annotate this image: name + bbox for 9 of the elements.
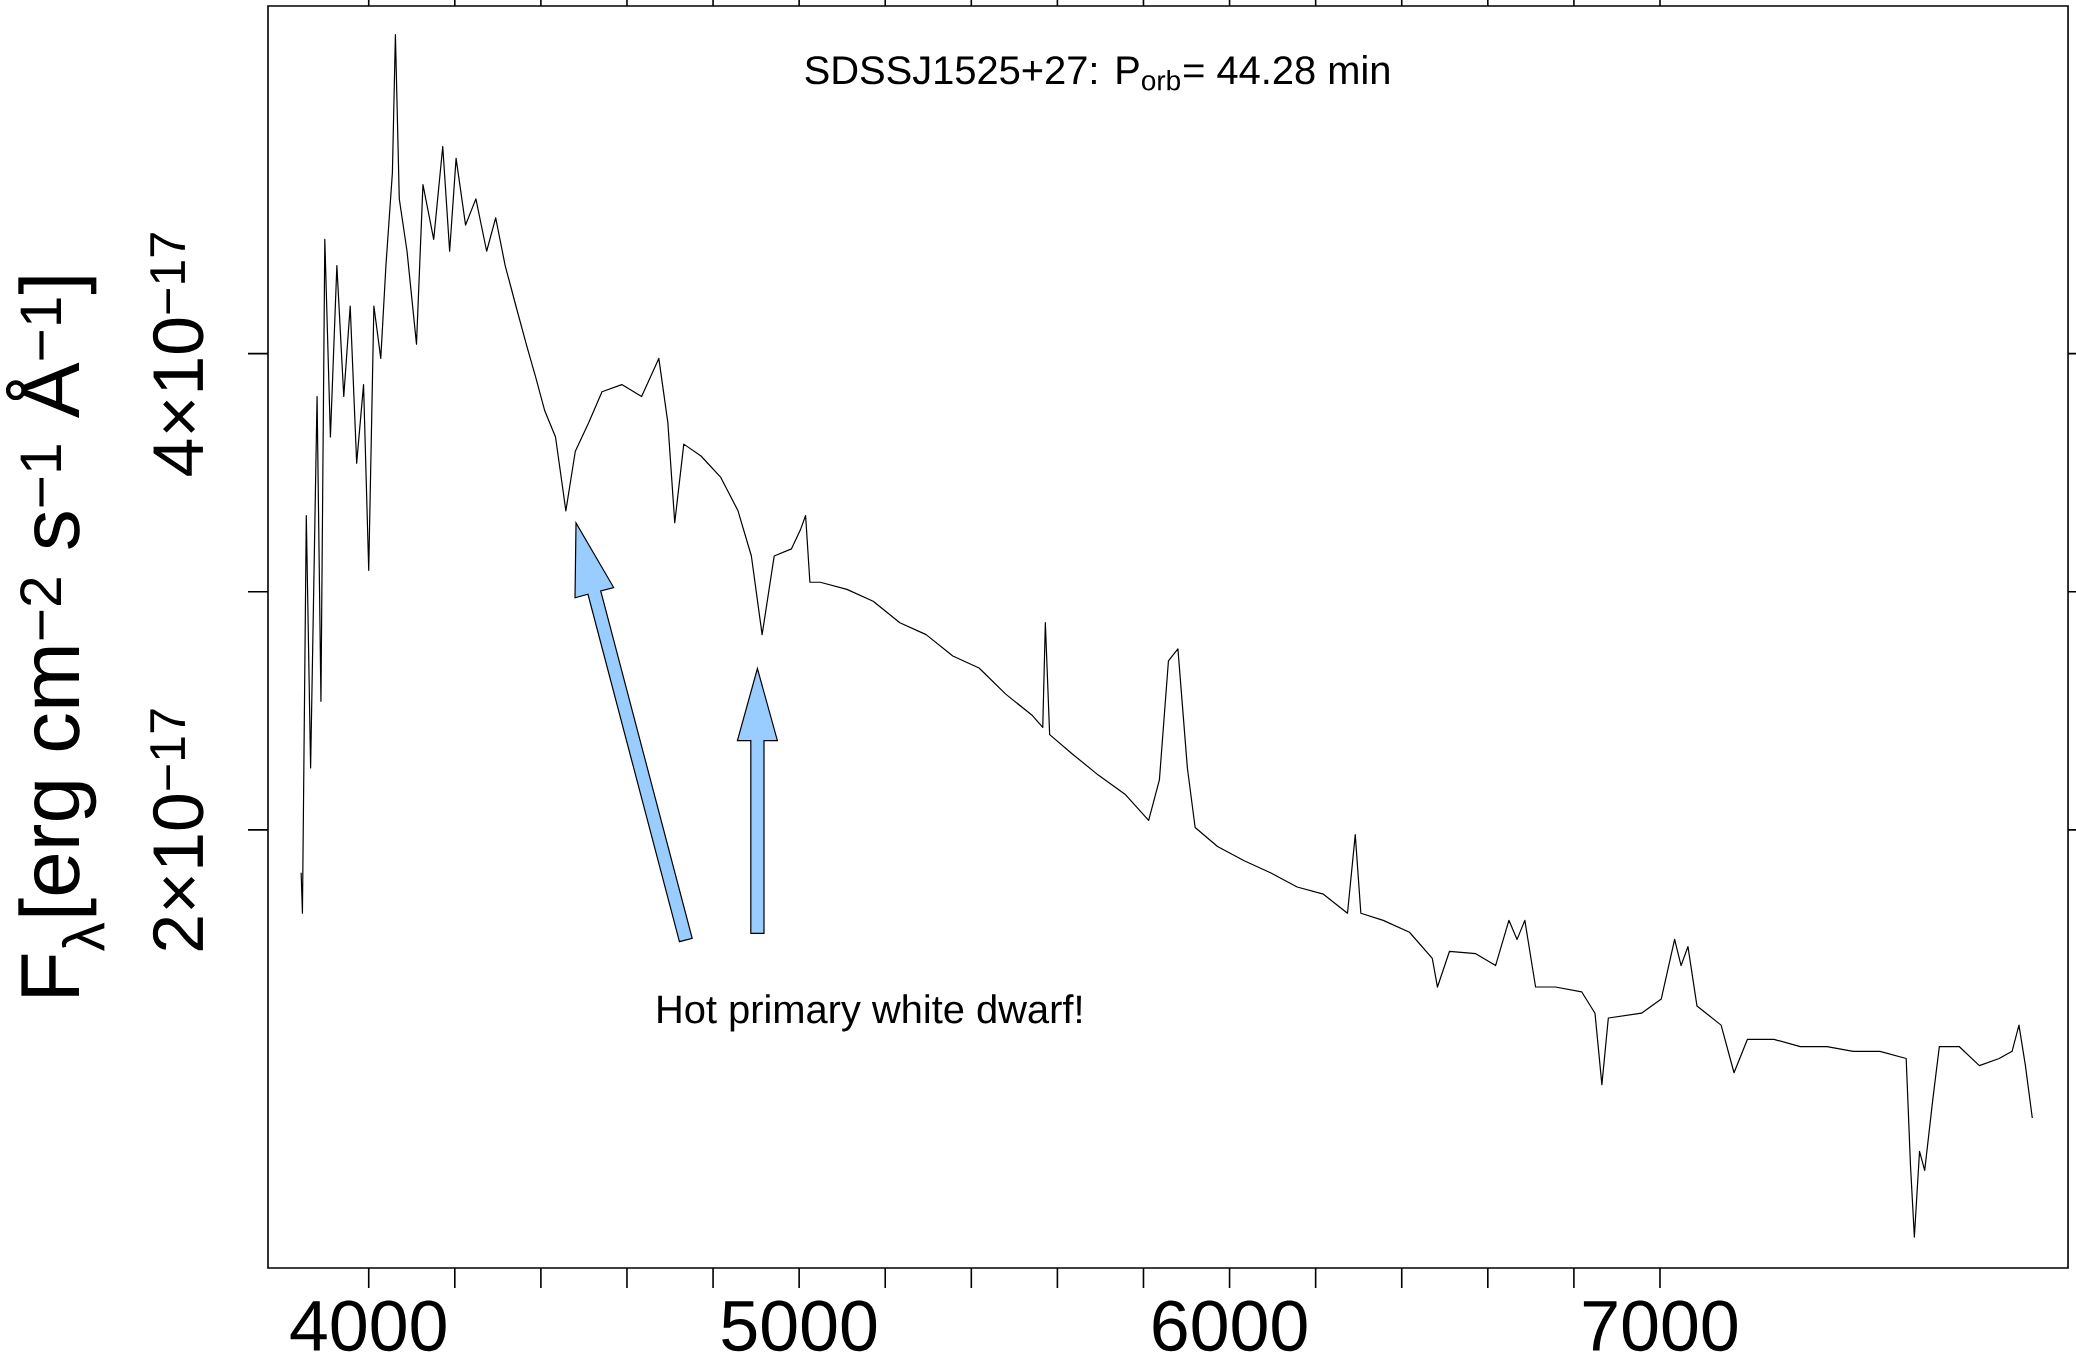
annotation: Hot primary white dwarf! xyxy=(658,994,1081,1032)
text: SDSSJ1525+27: P$_{orb}$= 44.28 min xyxy=(805,55,1389,91)
text: F$_{λ}$[erg cm$^{−2}$ s$^{−1}$ Å$^{−1}$] xyxy=(5,277,105,996)
y-tick-label: 2×10$^{−17}$ xyxy=(150,709,204,951)
x-tick-label: 5000 xyxy=(722,1300,877,1352)
x-tick-label: 7000 xyxy=(1583,1300,1737,1352)
x-tick-label: 6000 xyxy=(1153,1300,1307,1352)
x-tick-label: 4000 xyxy=(290,1300,446,1352)
y-tick-label: 4×10$^{−17}$ xyxy=(150,233,204,476)
